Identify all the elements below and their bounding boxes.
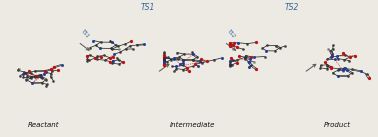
Text: TS2: TS2: [285, 3, 299, 12]
Text: TS1: TS1: [140, 3, 155, 12]
Text: Intermediate: Intermediate: [170, 122, 215, 128]
Text: TS1: TS1: [80, 28, 90, 39]
Text: Product: Product: [324, 122, 351, 128]
Text: TS2: TS2: [226, 28, 236, 39]
Text: Reactant: Reactant: [28, 122, 60, 128]
